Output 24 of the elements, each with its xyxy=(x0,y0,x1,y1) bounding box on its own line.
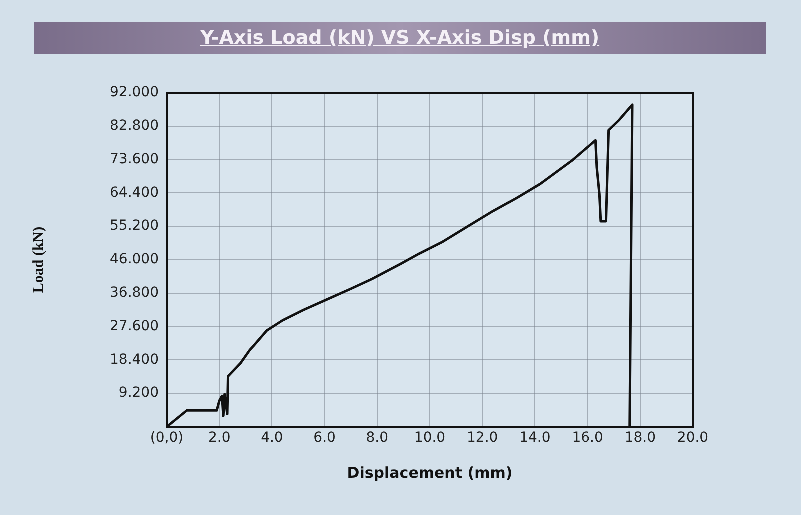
y-tick-label: 55.200 xyxy=(110,218,159,234)
y-tick-label: 73.600 xyxy=(110,151,159,168)
x-tick-label: 20.0 xyxy=(677,430,709,446)
x-tick-label: 4.0 xyxy=(261,430,284,446)
x-axis-title: Displacement (mm) xyxy=(347,464,513,482)
y-tick-label: 64.400 xyxy=(110,184,159,201)
x-tick-label: 8.0 xyxy=(366,430,389,446)
y-tick-label: 18.400 xyxy=(110,352,159,368)
x-tick-label: 10.0 xyxy=(414,430,446,446)
chart-title: Y-Axis Load (kN) VS X-Axis Disp (mm) xyxy=(34,22,766,54)
y-axis-title: Load (kN) xyxy=(30,226,47,294)
x-tick-label: 12.0 xyxy=(467,430,498,446)
y-tick-label: 27.600 xyxy=(110,318,159,334)
x-tick-label: 16.0 xyxy=(572,430,604,446)
x-tick-label: (0,0) xyxy=(150,430,184,446)
x-tick-label: 2.0 xyxy=(208,430,231,446)
y-tick-label: 46.000 xyxy=(110,252,159,268)
y-tick-label: 36.800 xyxy=(110,285,159,302)
y-tick-label: 82.800 xyxy=(110,118,159,134)
x-tick-label: 6.0 xyxy=(314,430,336,446)
y-tick-label: 9.200 xyxy=(118,385,159,402)
y-tick-label: 92.000 xyxy=(110,84,159,101)
x-tick-label: 14.0 xyxy=(520,430,551,446)
x-tick-label: 18.0 xyxy=(624,430,656,446)
